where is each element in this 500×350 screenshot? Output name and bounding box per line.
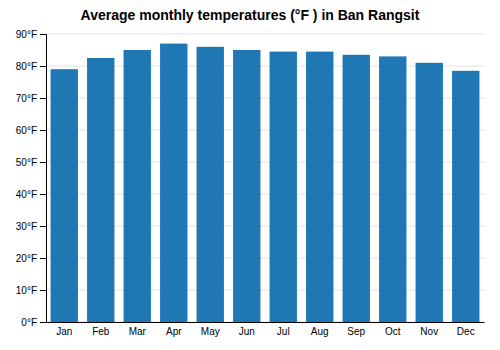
tick: Sep [347,326,365,337]
tick: Jun [239,326,255,337]
tick-label: Aug [311,326,329,337]
tick-label: 90°F [16,29,37,40]
tick-mark [40,226,46,227]
tick: 30°F [16,221,46,232]
tick-label: Oct [385,326,401,337]
tick: 70°F [16,93,46,104]
tick-label: Sep [347,326,365,337]
tick: Mar [129,326,147,337]
chart: 0°F 10°F 20°F 30°F 40°F 50°F 60°F 70°F 80°F 90°F J… [0,0,500,350]
tick: 0°F [21,317,46,328]
tick-label: Jun [239,326,255,337]
bar [160,44,187,322]
tick: 60°F [16,125,46,136]
tick-label: 80°F [16,61,37,72]
tick-mark [40,130,46,131]
tick: 50°F [16,157,46,168]
x-axis: Jan Feb Mar Apr May Jun Jul Aug Sep Oct Nov Dec [47,323,485,338]
y-axis: 0°F 10°F 20°F 30°F 40°F 50°F 60°F 70°F 80°F 90°F [16,29,47,328]
grid [46,34,484,322]
tick: Oct [385,326,401,337]
tick-label: 40°F [16,189,37,200]
bars [51,44,480,322]
tick: Apr [166,326,182,337]
axis-line [47,322,485,323]
tick-label: 70°F [16,93,37,104]
tick-label: Nov [420,326,438,337]
tick-label: Mar [129,326,147,337]
tick-label: 50°F [16,157,37,168]
tick: 40°F [16,189,46,200]
tick: May [201,326,220,337]
tick: 20°F [16,253,46,264]
tick-label: 10°F [16,285,37,296]
tick-mark [40,194,46,195]
tick: Jul [277,326,290,337]
bar [87,58,114,322]
bar [416,63,443,322]
bar [343,55,370,322]
tick-label: Jul [277,326,290,337]
bar [270,52,297,322]
tick-mark [40,34,46,35]
tick: Aug [311,326,329,337]
tick-mark [40,322,46,323]
title: Average monthly temperatures (°F ) in Ba… [81,7,420,23]
bar [379,56,406,322]
tick-label: 30°F [16,221,37,232]
tick: Nov [420,326,438,337]
tick: 10°F [16,285,46,296]
bar [197,47,224,322]
tick: Feb [92,326,110,337]
bar [51,69,78,322]
axis-line [40,35,47,323]
tick-label: Apr [166,326,182,337]
tick-mark [40,258,46,259]
tick-mark [40,66,46,67]
bar [124,50,151,322]
plot: 0°F 10°F 20°F 30°F 40°F 50°F 60°F 70°F 80°F 90°F J… [16,29,485,337]
tick: Dec [457,326,475,337]
tick-mark [40,162,46,163]
tick-label: May [201,326,220,337]
tick-mark [40,290,46,291]
tick-label: 60°F [16,125,37,136]
tick-label: 0°F [21,317,37,328]
tick-label: Dec [457,326,475,337]
tick: Jan [56,326,72,337]
tick-label: 20°F [16,253,37,264]
tick-label: Feb [92,326,110,337]
bar [452,71,479,322]
tick: 90°F [16,29,46,40]
bar [233,50,260,322]
grid-line [46,34,484,35]
tick-mark [40,98,46,99]
bar [306,52,333,322]
tick: 80°F [16,61,46,72]
tick-label: Jan [56,326,72,337]
